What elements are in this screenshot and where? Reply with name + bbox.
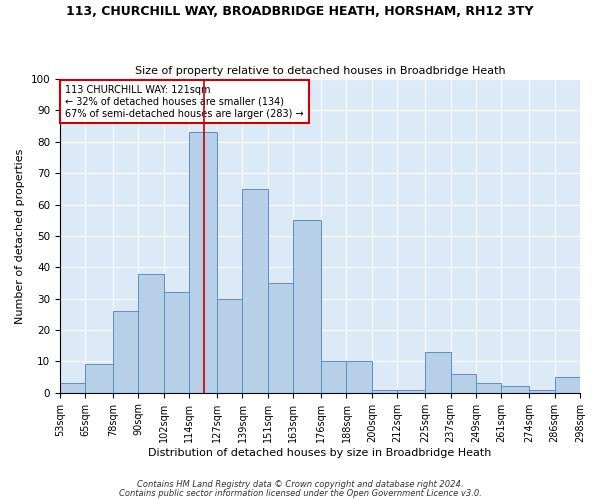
Bar [217, 298, 242, 392]
Title: Size of property relative to detached houses in Broadbridge Heath: Size of property relative to detached ho… [134, 66, 505, 76]
Bar [60, 384, 85, 392]
Text: Contains public sector information licensed under the Open Government Licence v3: Contains public sector information licen… [119, 488, 481, 498]
Y-axis label: Number of detached properties: Number of detached properties [15, 148, 25, 324]
X-axis label: Distribution of detached houses by size in Broadbridge Heath: Distribution of detached houses by size … [148, 448, 491, 458]
Bar [293, 220, 321, 392]
Text: Contains HM Land Registry data © Crown copyright and database right 2024.: Contains HM Land Registry data © Crown c… [137, 480, 463, 489]
Text: 113 CHURCHILL WAY: 121sqm
← 32% of detached houses are smaller (134)
67% of semi: 113 CHURCHILL WAY: 121sqm ← 32% of detac… [65, 86, 304, 118]
Bar [242, 189, 268, 392]
Bar [451, 374, 476, 392]
Bar [321, 362, 346, 392]
Bar [529, 390, 554, 392]
Bar [85, 364, 113, 392]
Bar [268, 283, 293, 393]
Bar [113, 311, 139, 392]
Bar [139, 274, 164, 392]
Text: 113, CHURCHILL WAY, BROADBRIDGE HEATH, HORSHAM, RH12 3TY: 113, CHURCHILL WAY, BROADBRIDGE HEATH, H… [66, 5, 534, 18]
Bar [164, 292, 190, 392]
Bar [346, 362, 372, 392]
Bar [190, 132, 217, 392]
Bar [425, 352, 451, 393]
Bar [372, 390, 397, 392]
Bar [476, 384, 502, 392]
Bar [502, 386, 529, 392]
Bar [397, 390, 425, 392]
Bar [554, 377, 580, 392]
